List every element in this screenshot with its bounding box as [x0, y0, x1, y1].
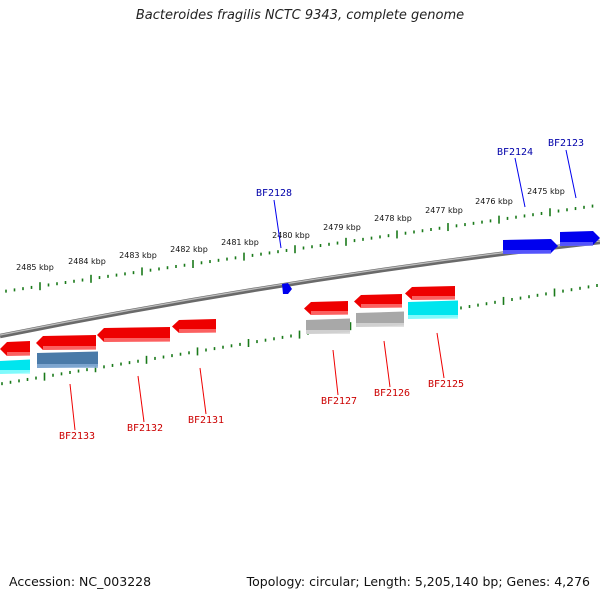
backbone-highlight: [0, 240, 600, 336]
scale-labels: 2475 kbp 2476 kbp 2477 kbp 2478 kbp 2479 kbp…: [16, 187, 565, 272]
gene-bf2125-shade: [412, 296, 455, 300]
callout-line: [383, 340, 391, 388]
gene-bf2124-shade: [503, 250, 551, 254]
gene-features: [0, 231, 600, 374]
gene-label-bf2125: BF2125: [428, 379, 464, 390]
gene-bf2126: [354, 294, 402, 308]
scale-label: 2482 kbp: [170, 245, 208, 254]
feature-cyan-right-shade: [408, 315, 458, 319]
feature-gray-1: [306, 318, 350, 334]
scale-label: 2484 kbp: [68, 257, 106, 266]
callout-line: [69, 383, 76, 431]
gene-bf2134-shade: [7, 352, 30, 356]
scale-label: 2480 kbp: [272, 231, 310, 240]
gene-label-bf2133: BF2133: [59, 431, 95, 442]
map-title: Bacteroides fragilis NCTC 9343, complete…: [135, 8, 465, 23]
scale-label: 2476 kbp: [475, 197, 513, 206]
gene-label-bf2132: BF2132: [127, 423, 163, 434]
gene-label-bf2128: BF2128: [256, 188, 292, 199]
gene-bf2123-shade: [560, 242, 593, 246]
feature-steelblue-body: [37, 351, 98, 368]
gene-bf2133: [36, 335, 96, 350]
gene-label-bf2124: BF2124: [497, 147, 533, 158]
callout-line: [137, 375, 145, 423]
gene-label-bf2123: BF2123: [548, 138, 584, 149]
scale-label: 2475 kbp: [527, 187, 565, 196]
callout-line: [565, 149, 577, 199]
feature-gray-2-shade: [356, 323, 404, 327]
accession-text: Accession: NC_003228: [9, 574, 152, 589]
feature-gray-2: [356, 311, 404, 327]
scale-label: 2479 kbp: [323, 223, 361, 232]
gene-bf2132-shade: [104, 338, 170, 342]
feature-steelblue: [37, 351, 98, 368]
callout-line: [436, 332, 445, 379]
gene-label-bf2127: BF2127: [321, 396, 357, 407]
gene-bf2127: [304, 301, 348, 315]
gene-bf2127-shade: [311, 311, 348, 315]
topology-summary: Topology: circular; Length: 5,205,140 bp…: [246, 574, 590, 589]
gene-label-bf2131: BF2131: [188, 415, 224, 426]
outer-scale-ticks: [5, 204, 594, 293]
callout-line: [332, 349, 339, 396]
scale-label: 2478 kbp: [374, 214, 412, 223]
scale-label: 2477 kbp: [425, 206, 463, 215]
gene-bf2131: [172, 319, 216, 333]
inner-scale-ticks: [1, 283, 598, 386]
gene-bf2131-shade: [179, 329, 216, 333]
gene-bf2126-shade: [361, 304, 402, 308]
scale-label: 2483 kbp: [119, 251, 157, 260]
callout-line: [273, 199, 282, 249]
feature-cyan-right: [408, 300, 458, 319]
callout-line: [514, 157, 526, 208]
gene-bf2125: [405, 286, 455, 300]
gene-label-callouts: BF2123 BF2124 BF2128 BF2125 BF2126 BF2127 BF21…: [59, 138, 584, 442]
feature-steelblue-shade: [37, 364, 98, 368]
gene-bf2133-shade: [43, 346, 96, 350]
gene-bf2123: [560, 231, 600, 246]
callout-line: [199, 367, 207, 415]
gene-bf2134: [0, 341, 30, 356]
feature-gray-1-shade: [306, 330, 350, 334]
scale-label: 2481 kbp: [221, 238, 259, 247]
gene-bf2124: [503, 239, 558, 254]
gene-bf2128: [282, 283, 292, 294]
gene-bf2132: [97, 327, 170, 342]
feature-cyan-left: [0, 359, 30, 374]
scale-label: 2485 kbp: [16, 263, 54, 272]
gene-label-bf2126: BF2126: [374, 388, 410, 399]
feature-cyan-left-shade: [0, 370, 30, 374]
genome-backbone: [0, 239, 600, 339]
feature-cyan-right-body: [408, 300, 458, 319]
